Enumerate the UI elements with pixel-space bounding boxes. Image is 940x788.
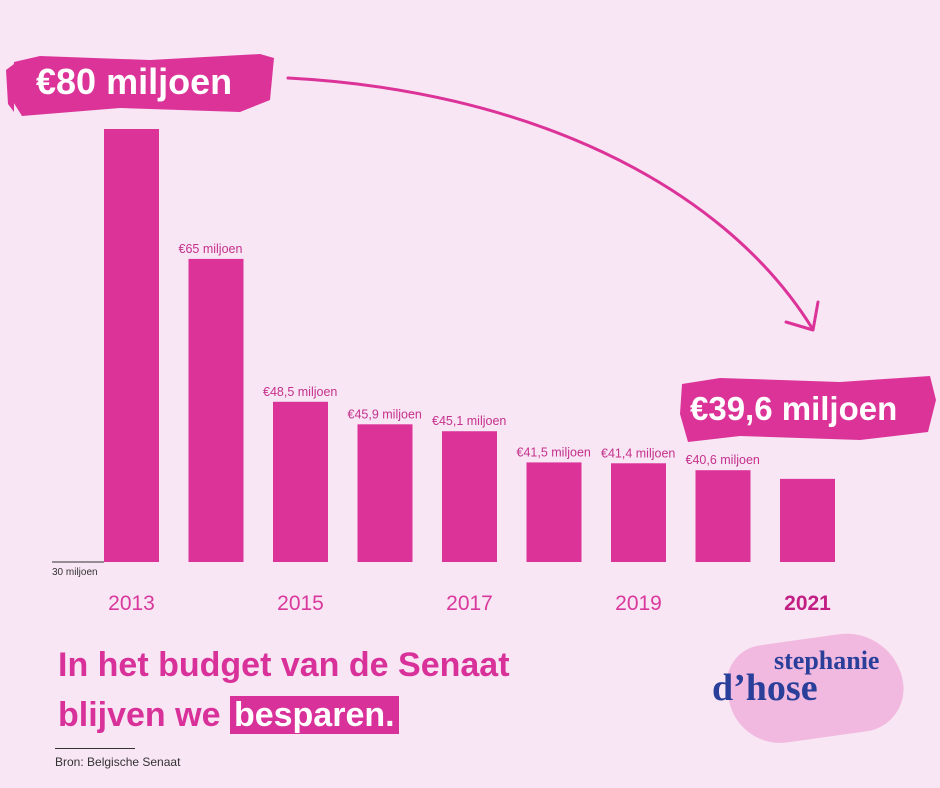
bar-2017 xyxy=(442,431,497,562)
bar-2021 xyxy=(780,478,835,562)
data-label-2019: €41,4 miljoen xyxy=(601,446,675,460)
tick-label-2019: 2019 xyxy=(615,592,662,615)
bar-2014 xyxy=(188,258,244,562)
headline: In het budget van de Senaat blijven we b… xyxy=(58,640,510,740)
bars-group xyxy=(104,129,835,562)
data-label-2016: €45,9 miljoen xyxy=(348,407,422,421)
tick-label-2017: 2017 xyxy=(446,592,493,615)
headline-highlight: besparen. xyxy=(229,696,399,734)
tick-labels-group: 2013 2015 2017 2019 2021 xyxy=(108,592,831,615)
callout-start: €80 miljoen xyxy=(6,54,274,116)
source-divider xyxy=(55,748,135,749)
trend-arrow xyxy=(286,76,814,330)
tick-label-2013: 2013 xyxy=(108,592,155,615)
callout-start-label: €80 miljoen xyxy=(36,61,232,102)
callout-end: €39,6 miljoen xyxy=(680,376,936,442)
data-label-2015: €48,5 miljoen xyxy=(263,385,337,399)
data-label-2014: €65 miljoen xyxy=(179,242,243,256)
logo-text-bottom: d’hose xyxy=(712,667,818,709)
source-note: Bron: Belgische Senaat xyxy=(55,755,181,769)
logo: stephanie d’hose xyxy=(708,626,928,750)
bar-2019 xyxy=(611,463,666,562)
callout-end-label: €39,6 miljoen xyxy=(690,390,897,427)
logo-text-top: stephanie xyxy=(774,646,880,675)
baseline-label: 30 miljoen xyxy=(52,567,98,578)
bar-2016 xyxy=(357,424,413,562)
headline-line-2: blijven we besparen. xyxy=(58,690,510,740)
data-labels-group: €65 miljoen €48,5 miljoen €45,9 miljoen €45… xyxy=(179,242,760,467)
data-label-2020: €40,6 miljoen xyxy=(686,453,760,467)
bar-2013 xyxy=(104,129,159,562)
bar-2018 xyxy=(526,462,582,562)
data-label-2017: €45,1 miljoen xyxy=(432,414,506,428)
tick-label-2015: 2015 xyxy=(277,592,324,615)
tick-label-2021: 2021 xyxy=(784,592,831,615)
trend-arrow-head xyxy=(784,300,820,332)
data-label-2018: €41,5 miljoen xyxy=(517,445,591,459)
headline-line-2-prefix: blijven we xyxy=(58,696,221,734)
bar-2020 xyxy=(695,470,751,562)
headline-line-1: In het budget van de Senaat xyxy=(58,646,510,684)
bar-2015 xyxy=(273,401,328,562)
